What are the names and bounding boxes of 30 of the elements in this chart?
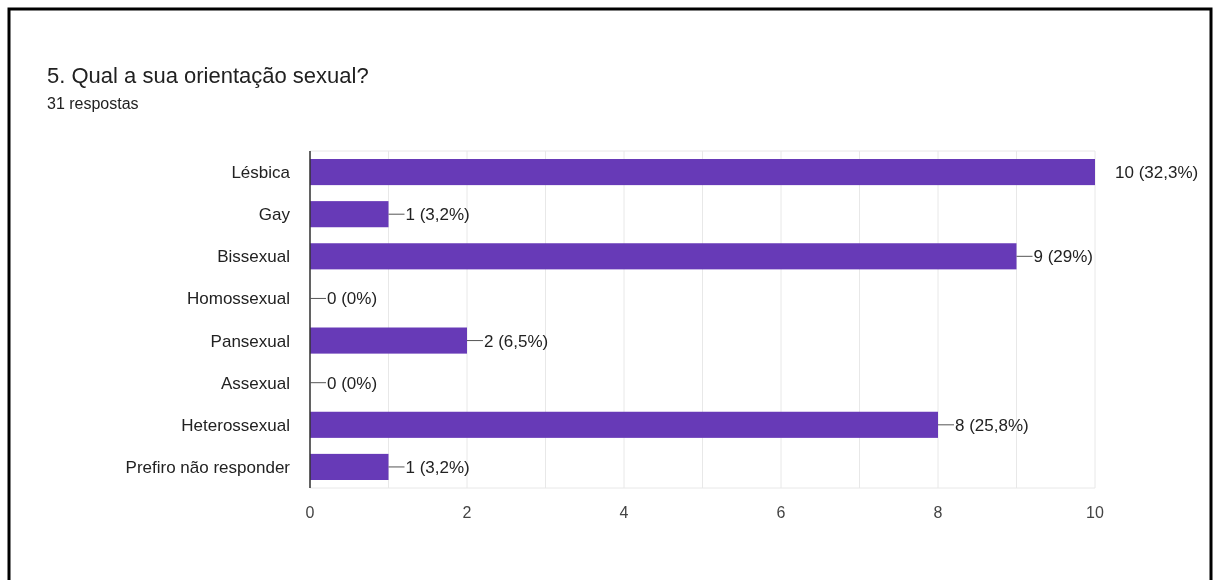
y-tick-label: Assexual [221, 373, 290, 393]
y-tick-label: Homossexual [187, 289, 290, 309]
bar [310, 201, 389, 228]
data-label: 0 (0%) [327, 373, 378, 393]
chart-title: 5. Qual a sua orientação sexual? [47, 63, 369, 88]
y-tick-label: Lésbica [231, 163, 291, 183]
x-tick-label: 2 [462, 504, 472, 521]
bar [310, 411, 938, 438]
x-tick-label: 8 [933, 504, 943, 521]
data-label: 8 (25,8%) [955, 415, 1029, 435]
text: 31 respostas [47, 95, 139, 112]
y-tick-label: Bissexual [217, 247, 290, 267]
bar [310, 327, 467, 354]
x-tick-label: 4 [619, 504, 629, 521]
data-label: 1 (3,2%) [405, 457, 470, 477]
x-tick-label: 6 [776, 504, 786, 521]
data-label: 10 (32,3%) [1115, 163, 1199, 183]
y-tick-label: Gay [258, 205, 291, 225]
x-tick-label: 10 [1086, 504, 1104, 521]
data-label: 1 (3,2%) [405, 205, 470, 225]
y-tick-label: Heterossexual [181, 415, 290, 435]
data-label: 2 (6,5%) [484, 331, 549, 351]
data-label: 9 (29%) [1033, 247, 1094, 267]
bar [310, 159, 1095, 186]
bar [310, 243, 1017, 270]
data-label: 0 (0%) [327, 289, 378, 309]
y-tick-label: Prefiro não responder [125, 457, 291, 477]
bar [310, 453, 389, 480]
x-tick-label: 0 [305, 504, 315, 521]
y-tick-label: Pansexual [210, 331, 290, 351]
